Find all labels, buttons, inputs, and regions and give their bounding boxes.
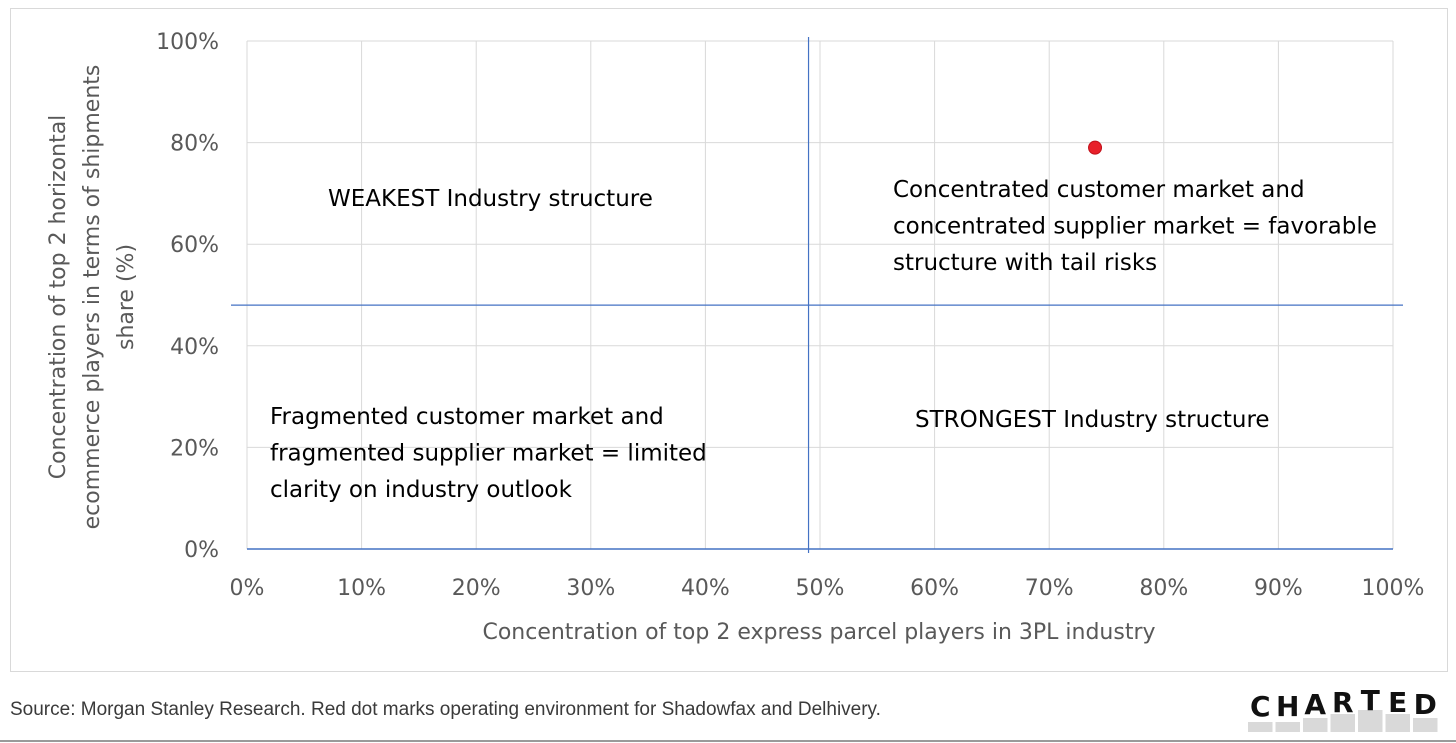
data-points <box>1088 140 1103 155</box>
scatter-chart: 0% 10% 20% 30% 40% 50% 60% 70% 80% 90% 100% 0% 20% 40… <box>46 30 1424 645</box>
y-axis-title-line: share (%) <box>114 244 139 350</box>
x-tick-label: 0% <box>230 576 265 601</box>
grid <box>246 40 1394 550</box>
y-axis-title: Concentration of top 2 horizontal ecommer… <box>46 65 139 530</box>
x-tick-label: 10% <box>337 576 386 601</box>
x-tick-label: 40% <box>681 576 730 601</box>
quadrant-label-bottom-left: fragmented supplier market = limited <box>270 441 707 467</box>
x-axis-title: Concentration of top 2 express parcel pl… <box>482 620 1155 645</box>
x-tick-label: 80% <box>1139 576 1188 601</box>
y-axis-title-line: ecommerce players in terms of shipments <box>80 65 105 530</box>
quadrant-label-bottom-left: clarity on industry outlook <box>270 477 573 503</box>
quadrant-label-top-right: concentrated supplier market = favorable <box>893 214 1377 240</box>
logo-bar <box>1358 710 1383 732</box>
logo-bar <box>1413 718 1438 732</box>
quadrant-label-bottom-left: Fragmented customer market and <box>270 404 664 430</box>
logo-bar <box>1385 714 1410 732</box>
y-tick-label: 80% <box>170 132 219 157</box>
x-tick-label: 30% <box>566 576 615 601</box>
y-tick-label: 20% <box>170 436 219 461</box>
x-tick-label: 100% <box>1362 576 1425 601</box>
logo-letter: C <box>1250 690 1271 723</box>
bottom-divider <box>0 740 1456 742</box>
y-tick-label: 60% <box>170 233 219 258</box>
logo-bar <box>1303 718 1328 732</box>
y-tick-label: 0% <box>184 538 219 563</box>
quadrant-label-top-right: Concentrated customer market and <box>893 177 1305 203</box>
quadrant-label-top-right: structure with tail risks <box>893 250 1157 276</box>
logo-letter: D <box>1414 688 1437 721</box>
quadrant-label-bottom-right: STRONGEST Industry structure <box>915 407 1270 433</box>
logo-letter: H <box>1276 690 1299 723</box>
quadrant-label-top-left: WEAKEST Industry structure <box>328 186 653 212</box>
source-note: Source: Morgan Stanley Research. Red dot… <box>10 699 881 720</box>
y-axis-title-line: Concentration of top 2 horizontal <box>46 115 71 480</box>
data-point <box>1088 140 1103 155</box>
logo-letter: T <box>1361 684 1380 717</box>
quadrant-labels: WEAKEST Industry structure Concentrated c… <box>270 177 1377 503</box>
x-tick-label: 60% <box>910 576 959 601</box>
logo-bar <box>1248 722 1273 732</box>
x-tick-label: 70% <box>1025 576 1074 601</box>
chart-frame: 0% 10% 20% 30% 40% 50% 60% 70% 80% 90% 100% 0% 20% 40… <box>10 8 1448 672</box>
logo-bar <box>1330 714 1355 732</box>
logo-letter: R <box>1332 686 1354 719</box>
tick-labels: 0% 10% 20% 30% 40% 50% 60% 70% 80% 90% 100% 0% 20% 40… <box>156 30 1424 601</box>
y-tick-label: 40% <box>170 335 219 360</box>
logo-letter: A <box>1304 688 1326 721</box>
y-tick-label: 100% <box>156 30 219 55</box>
x-tick-label: 20% <box>452 576 501 601</box>
logo-bar <box>1275 722 1300 732</box>
quadrant-dividers <box>231 37 1403 553</box>
logo-letter: E <box>1388 686 1407 719</box>
x-tick-label: 50% <box>796 576 845 601</box>
x-tick-label: 90% <box>1254 576 1303 601</box>
